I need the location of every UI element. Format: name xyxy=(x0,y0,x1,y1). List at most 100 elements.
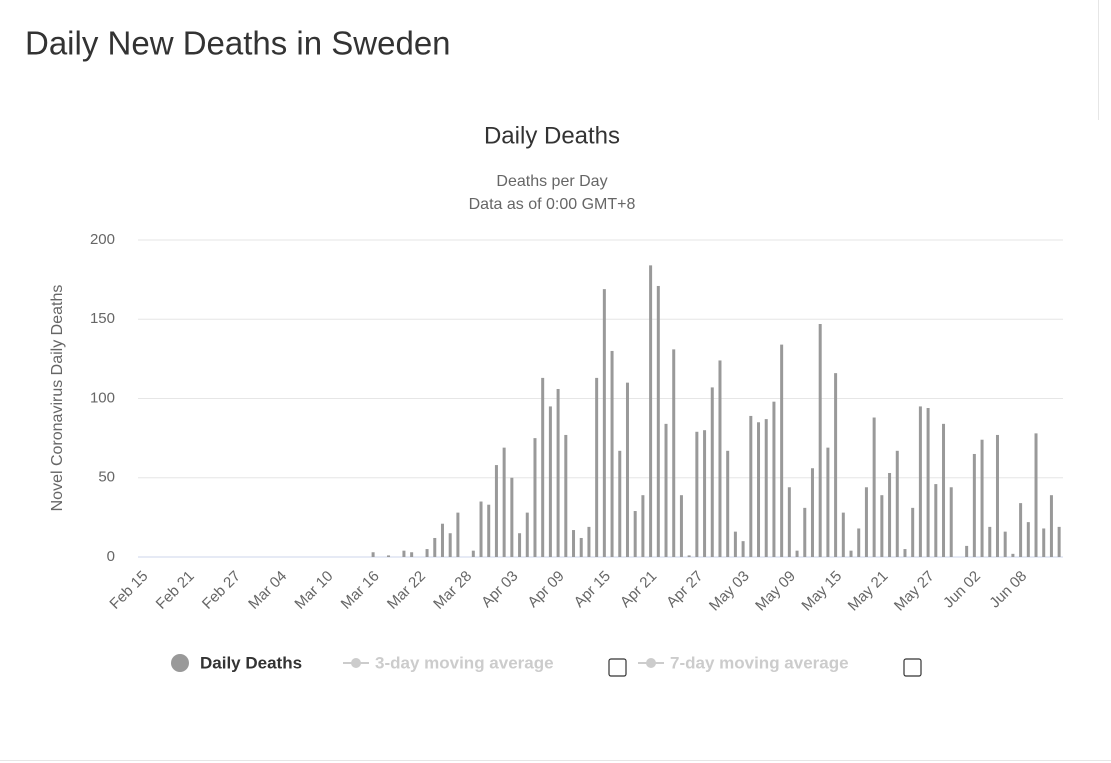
x-tick-label: May 27 xyxy=(891,568,938,615)
legend-label[interactable]: 3-day moving average xyxy=(375,653,554,672)
bar xyxy=(988,526,992,557)
bar xyxy=(525,512,529,557)
page-title: Daily New Deaths in Sweden xyxy=(25,25,451,62)
bar xyxy=(518,533,522,557)
bar xyxy=(749,415,753,557)
y-tick-label: 50 xyxy=(98,469,115,486)
bar xyxy=(1042,528,1046,557)
checkbox[interactable] xyxy=(903,658,922,677)
bar xyxy=(471,550,475,557)
bar xyxy=(618,450,622,557)
chart-subtitle: Data as of 0:00 GMT+8 xyxy=(469,196,636,213)
bar xyxy=(857,528,861,557)
bar xyxy=(1057,526,1061,557)
bar xyxy=(841,512,845,557)
bar xyxy=(972,453,976,557)
bar xyxy=(1026,522,1030,557)
bar xyxy=(965,545,969,557)
bar xyxy=(641,495,645,557)
bar xyxy=(942,423,946,557)
bar xyxy=(625,382,629,557)
y-tick-label: 100 xyxy=(90,389,115,406)
x-tick-label: Apr 15 xyxy=(571,568,614,611)
bar xyxy=(903,549,907,557)
x-tick-label: Mar 28 xyxy=(430,568,475,613)
legend-label[interactable]: Daily Deaths xyxy=(200,653,302,672)
bar xyxy=(433,537,437,557)
bar xyxy=(656,285,660,557)
bar xyxy=(548,406,552,557)
bar xyxy=(1034,433,1038,557)
legend-label[interactable]: 7-day moving average xyxy=(670,653,849,672)
bar xyxy=(741,541,745,557)
bar xyxy=(718,360,722,557)
bar xyxy=(533,438,537,557)
x-tick-label: Mar 16 xyxy=(338,568,383,613)
bar xyxy=(602,289,606,557)
bar xyxy=(849,550,853,557)
bar xyxy=(911,507,915,557)
bar xyxy=(541,377,545,557)
x-tick-label: May 15 xyxy=(798,568,845,615)
bar xyxy=(810,468,814,557)
bar xyxy=(1003,531,1007,557)
bar xyxy=(995,434,999,557)
x-tick-label: Mar 04 xyxy=(245,568,290,613)
bar xyxy=(387,555,391,557)
x-tick-label: Apr 03 xyxy=(478,568,521,611)
bar xyxy=(764,419,768,557)
bar xyxy=(456,512,460,557)
bar xyxy=(926,408,930,557)
y-tick-label: 0 xyxy=(107,548,115,565)
bar xyxy=(1019,503,1023,557)
x-tick-label: Feb 21 xyxy=(153,568,198,613)
bar xyxy=(679,495,683,557)
x-tick-label: Mar 22 xyxy=(384,568,429,613)
bar xyxy=(402,550,406,557)
legend-symbol xyxy=(646,658,656,668)
bar xyxy=(880,495,884,557)
y-tick-label: 150 xyxy=(90,310,115,327)
bar xyxy=(726,450,730,557)
bar xyxy=(949,487,953,557)
bar xyxy=(795,550,799,557)
bar xyxy=(649,265,653,557)
bar xyxy=(695,431,699,557)
bar xyxy=(733,531,737,557)
x-tick-label: May 21 xyxy=(845,568,892,615)
bar xyxy=(502,447,506,557)
checkbox[interactable] xyxy=(608,658,627,677)
bar xyxy=(826,447,830,557)
bar xyxy=(980,439,984,557)
bar xyxy=(371,552,375,557)
bar xyxy=(772,401,776,557)
x-tick-label: Feb 27 xyxy=(199,568,244,613)
bar xyxy=(834,373,838,557)
bar xyxy=(787,487,791,557)
bar xyxy=(757,422,761,557)
bar xyxy=(672,349,676,557)
bar xyxy=(664,423,668,557)
x-tick-label: May 03 xyxy=(706,568,753,615)
x-tick-label: Feb 15 xyxy=(106,568,151,613)
bar xyxy=(572,530,576,557)
bar xyxy=(595,377,599,557)
bar xyxy=(888,472,892,557)
bar xyxy=(918,406,922,557)
bar xyxy=(587,526,591,557)
x-tick-label: Apr 09 xyxy=(524,568,567,611)
bar xyxy=(818,324,822,557)
bar xyxy=(1011,553,1015,557)
bar xyxy=(564,434,568,557)
bar xyxy=(425,549,429,557)
bar xyxy=(510,477,514,557)
x-tick-label: Jun 08 xyxy=(986,568,1030,612)
y-tick-label: 200 xyxy=(90,231,115,248)
bar xyxy=(487,504,491,557)
x-tick-label: Mar 10 xyxy=(291,568,336,613)
bar xyxy=(780,344,784,557)
bar xyxy=(410,552,414,557)
chart-title: Daily Deaths xyxy=(484,122,620,149)
